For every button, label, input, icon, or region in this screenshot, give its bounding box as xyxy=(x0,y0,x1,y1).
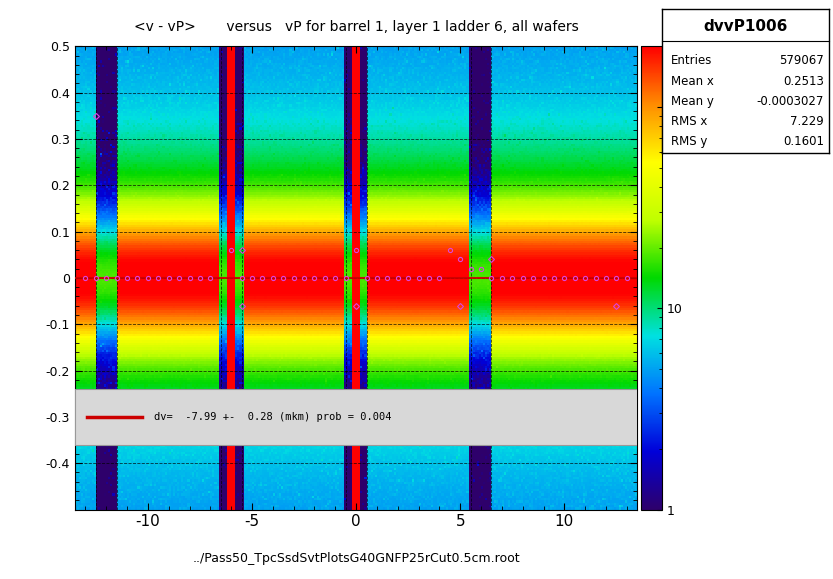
Text: Mean y: Mean y xyxy=(671,95,713,108)
Text: 7.229: 7.229 xyxy=(790,115,824,128)
Text: 0.2513: 0.2513 xyxy=(783,75,824,87)
Text: Mean x: Mean x xyxy=(671,75,713,87)
Text: 579067: 579067 xyxy=(779,54,824,67)
Text: ../Pass50_TpcSsdSvtPlotsG40GNFP25rCut0.5cm.root: ../Pass50_TpcSsdSvtPlotsG40GNFP25rCut0.5… xyxy=(192,552,521,565)
Text: 0.1601: 0.1601 xyxy=(783,135,824,148)
Text: dv=  -7.99 +-  0.28 (mkm) prob = 0.004: dv= -7.99 +- 0.28 (mkm) prob = 0.004 xyxy=(154,412,392,422)
Text: -0.0003027: -0.0003027 xyxy=(756,95,824,108)
Text: dvvP1006: dvvP1006 xyxy=(703,19,788,34)
Text: RMS y: RMS y xyxy=(671,135,707,148)
Text: <v - vP>       versus   vP for barrel 1, layer 1 ladder 6, all wafers: <v - vP> versus vP for barrel 1, layer 1… xyxy=(134,20,579,34)
Bar xyxy=(75,389,637,445)
Text: RMS x: RMS x xyxy=(671,115,707,128)
Text: Entries: Entries xyxy=(671,54,712,67)
